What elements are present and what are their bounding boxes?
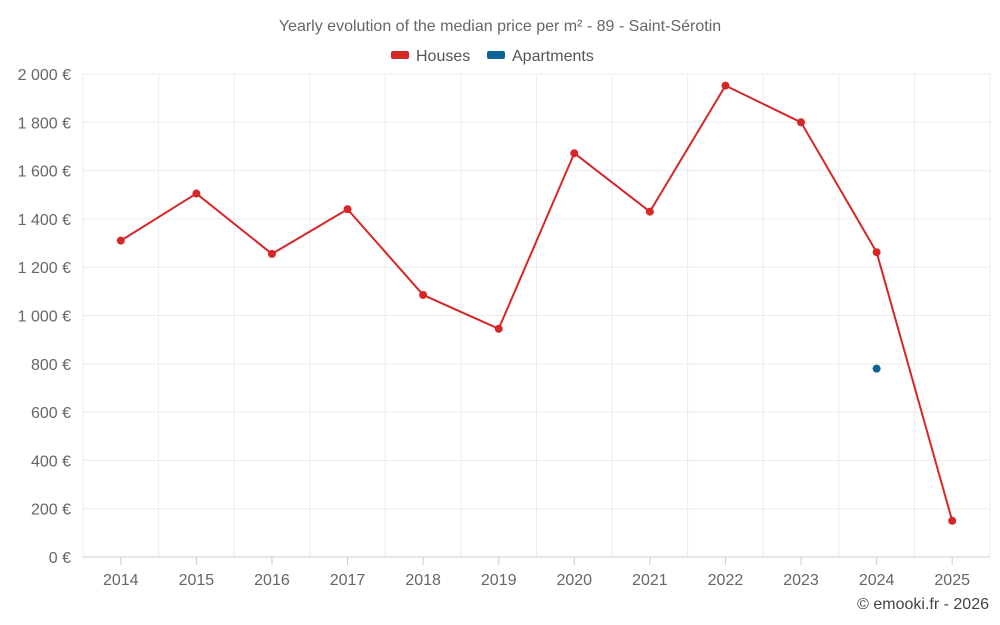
y-tick-label: 1 600 € xyxy=(18,164,71,181)
data-point-houses[interactable] xyxy=(645,207,654,216)
data-point-houses[interactable] xyxy=(192,189,201,198)
legend-label-houses[interactable]: Houses xyxy=(416,48,470,65)
series xyxy=(116,81,957,525)
y-tick-label: 1 200 € xyxy=(18,260,71,277)
x-tick-label: 2024 xyxy=(859,572,895,589)
x-tick-label: 2022 xyxy=(708,572,744,589)
x-tick-label: 2017 xyxy=(330,572,366,589)
credit-text: © emooki.fr - 2026 xyxy=(857,596,989,613)
y-tick-label: 800 € xyxy=(31,357,71,374)
data-point-houses[interactable] xyxy=(419,290,428,299)
data-point-houses[interactable] xyxy=(570,149,579,158)
y-axis-ticks: 0 € 200 € 400 € 600 € 800 € 1 000 € 1 200 € 1 4… xyxy=(18,67,71,567)
chart-title: Yearly evolution of the median price per… xyxy=(279,18,721,35)
series-line-houses xyxy=(120,84,954,522)
grid xyxy=(82,73,991,557)
x-tick-label: 2015 xyxy=(179,572,215,589)
y-tick-label: 400 € xyxy=(31,453,71,470)
y-tick-label: 200 € xyxy=(31,502,71,519)
data-point-houses[interactable] xyxy=(494,324,503,333)
legend-label-apartments[interactable]: Apartments xyxy=(512,48,594,65)
data-point-houses[interactable] xyxy=(267,249,276,258)
data-point-houses[interactable] xyxy=(797,118,806,127)
x-tick-label: 2023 xyxy=(783,572,819,589)
legend-swatch-houses xyxy=(391,51,409,59)
legend-swatch-apartments xyxy=(487,51,505,59)
data-point-houses[interactable] xyxy=(116,236,125,245)
data-point-houses[interactable] xyxy=(872,248,881,257)
y-tick-label: 1 400 € xyxy=(18,212,71,229)
x-tick-label: 2014 xyxy=(103,572,139,589)
y-tick-label: 1 000 € xyxy=(18,309,71,326)
x-tick-label: 2025 xyxy=(934,572,970,589)
data-point-houses[interactable] xyxy=(721,81,730,90)
x-tick-label: 2021 xyxy=(632,572,668,589)
data-point-houses[interactable] xyxy=(948,516,957,525)
data-point-apartments[interactable] xyxy=(872,364,881,373)
y-tick-label: 1 800 € xyxy=(18,115,71,132)
y-tick-label: 600 € xyxy=(31,405,71,422)
data-point-houses[interactable] xyxy=(343,205,352,214)
x-tick-label: 2019 xyxy=(481,572,517,589)
x-axis-ticks: 2014 2015 2016 2017 2018 2019 2020 2021 2022 2023… xyxy=(103,557,970,589)
x-tick-label: 2016 xyxy=(254,572,290,589)
y-tick-label: 0 € xyxy=(49,550,71,567)
legend[interactable]: Houses Apartments xyxy=(391,48,594,65)
y-tick-label: 2 000 € xyxy=(18,67,71,84)
x-tick-label: 2018 xyxy=(405,572,441,589)
x-tick-label: 2020 xyxy=(556,572,592,589)
